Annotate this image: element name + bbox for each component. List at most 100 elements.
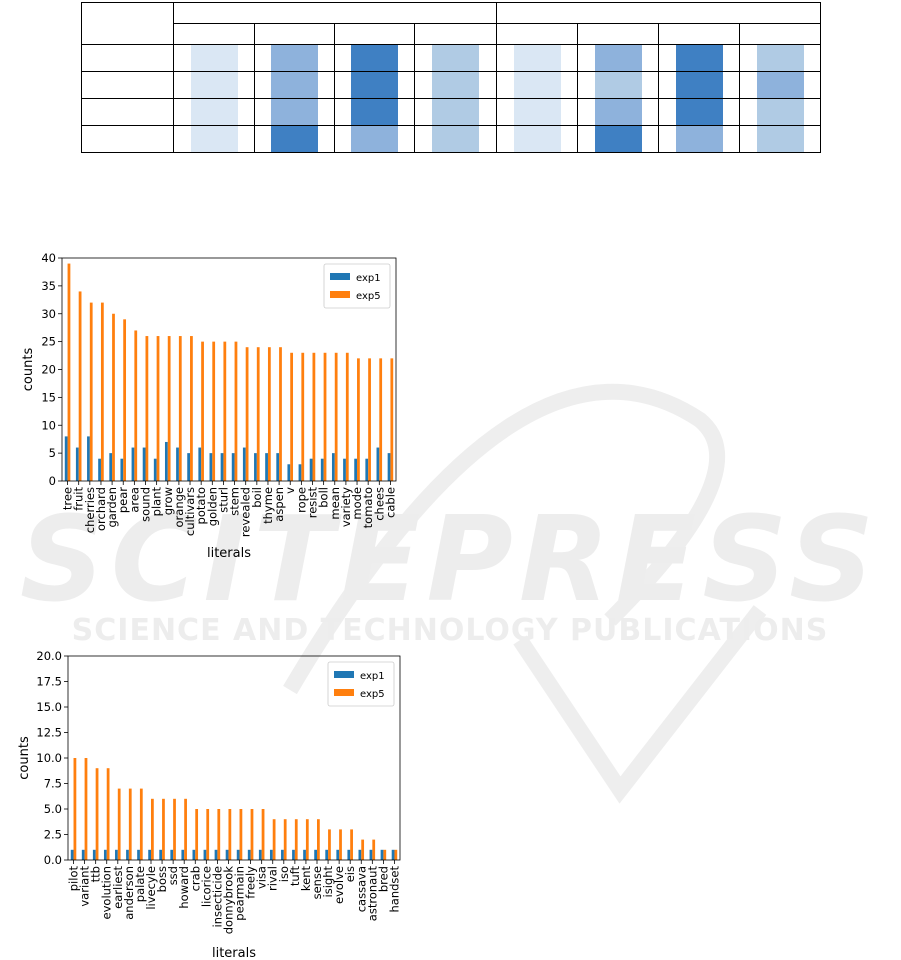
bar-chart-top: 0 5 10 15 20 25 30 35 40 treefruitcherriesorchard… [21, 251, 397, 561]
y-tick-label: 10.0 [36, 751, 62, 765]
bar-exp1 [258, 849, 262, 860]
y-tick-label: 30 [41, 307, 56, 321]
bar-exp1 [120, 458, 124, 481]
y-tick-label: 17.5 [36, 675, 62, 689]
x-tick-label: aspen [272, 487, 286, 522]
y-tick-label: 0 [49, 474, 56, 488]
bar-exp5 [178, 336, 182, 481]
bar-exp1 [220, 453, 224, 482]
bar-exp1 [225, 849, 229, 860]
x-tick-label: tuft [288, 866, 302, 887]
heat-swatch [513, 99, 561, 125]
x-tick-label: visa [255, 866, 269, 889]
bar-exp5 [361, 839, 365, 860]
bar-exp5 [106, 768, 110, 860]
x-tick-label: sturl [216, 487, 230, 513]
x-tick-label: orchard [94, 487, 108, 531]
table-heat-cell [577, 44, 659, 72]
x-tick-label: plant [150, 487, 164, 517]
bar-exp1 [214, 849, 218, 860]
table-subheader-cell [739, 23, 821, 45]
table-heat-cell [173, 44, 255, 72]
bar-exp5 [139, 788, 143, 860]
bar-exp5 [190, 336, 193, 481]
legend-swatch-exp5 [334, 689, 354, 696]
x-tick-label: kent [299, 866, 313, 892]
table-heat-cell [254, 98, 335, 126]
bar-exp5 [206, 809, 210, 860]
heat-swatch [675, 99, 723, 125]
bar-exp5 [228, 809, 232, 860]
x-tick-label: isight [321, 866, 335, 898]
bar-exp5 [89, 302, 93, 481]
bar-exp5 [67, 263, 71, 481]
x-tick-label: eis [343, 866, 357, 882]
x-tick-label: ssd [166, 866, 180, 885]
table-heat-cell [658, 125, 740, 153]
y-tick-label: 35 [41, 279, 56, 293]
y-axis-label: counts [21, 348, 36, 392]
bar-exp5 [312, 352, 316, 481]
bar-exp5 [267, 347, 271, 481]
x-tick-label: pilot [67, 866, 81, 892]
x-tick-label: mean [328, 487, 342, 520]
bar-exp1 [64, 436, 68, 481]
table-heat-cell [577, 71, 659, 99]
table-subheader-cell [173, 23, 255, 45]
x-tick-label: rope [294, 487, 308, 513]
heat-swatch [190, 99, 238, 125]
bar-exp5 [305, 819, 309, 860]
x-tick-label: astronaut [365, 866, 379, 922]
table-row [81, 44, 821, 72]
bar-exp5 [301, 352, 305, 481]
x-tick-label: garden [105, 487, 119, 528]
x-tick-label: howard [177, 866, 191, 909]
heat-swatch [351, 99, 398, 125]
table-heat-cell [254, 125, 335, 153]
heat-swatch [594, 126, 642, 152]
bar-exp5 [290, 352, 294, 481]
y-tick-label: 0.0 [44, 853, 62, 867]
bar-exp1 [314, 849, 317, 860]
table-heat-cell [577, 125, 659, 153]
table-heat-cell [254, 71, 335, 99]
heat-swatch [756, 72, 804, 98]
table-row [81, 71, 821, 99]
bar-exp1 [198, 447, 202, 481]
heat-swatch [594, 99, 642, 125]
heat-swatch [432, 99, 479, 125]
bar-exp1 [309, 458, 313, 481]
x-tick-label: revealed [239, 487, 253, 537]
table-body [81, 44, 821, 153]
x-tick-label: livecyle [144, 866, 158, 910]
table-heat-cell [577, 98, 659, 126]
bar-exp1 [236, 849, 240, 860]
x-tick-label: v [283, 487, 297, 494]
bar-exp1 [391, 849, 395, 860]
legend-label-exp5: exp5 [360, 689, 385, 700]
bar-exp5 [379, 358, 383, 481]
x-tick-label: freely [244, 866, 258, 899]
table-heat-cell [496, 125, 578, 153]
table-subheader-cell [658, 23, 740, 45]
heat-swatch [756, 45, 804, 71]
x-tick-label: chees [372, 487, 386, 521]
bar-exp5 [394, 849, 398, 860]
bar-exp1 [276, 453, 280, 482]
legend-label-exp5: exp5 [356, 291, 381, 302]
x-tick-label: evolution [100, 866, 114, 919]
x-tick-label: boll [317, 487, 331, 508]
bar-exp1 [281, 849, 284, 860]
bar-exp1 [298, 464, 302, 481]
bar-exp1 [254, 453, 257, 482]
bar-exp1 [159, 849, 163, 860]
bar-exp1 [103, 849, 107, 860]
x-tick-label: resist [306, 487, 320, 519]
table-group-header-2 [496, 2, 821, 24]
table-heat-cell [658, 98, 740, 126]
table-heat-cell [658, 71, 740, 99]
bar-exp5 [256, 347, 260, 481]
x-tick-label: rival [266, 866, 280, 891]
bar-exp1 [170, 849, 174, 860]
bar-exp1 [187, 453, 191, 482]
